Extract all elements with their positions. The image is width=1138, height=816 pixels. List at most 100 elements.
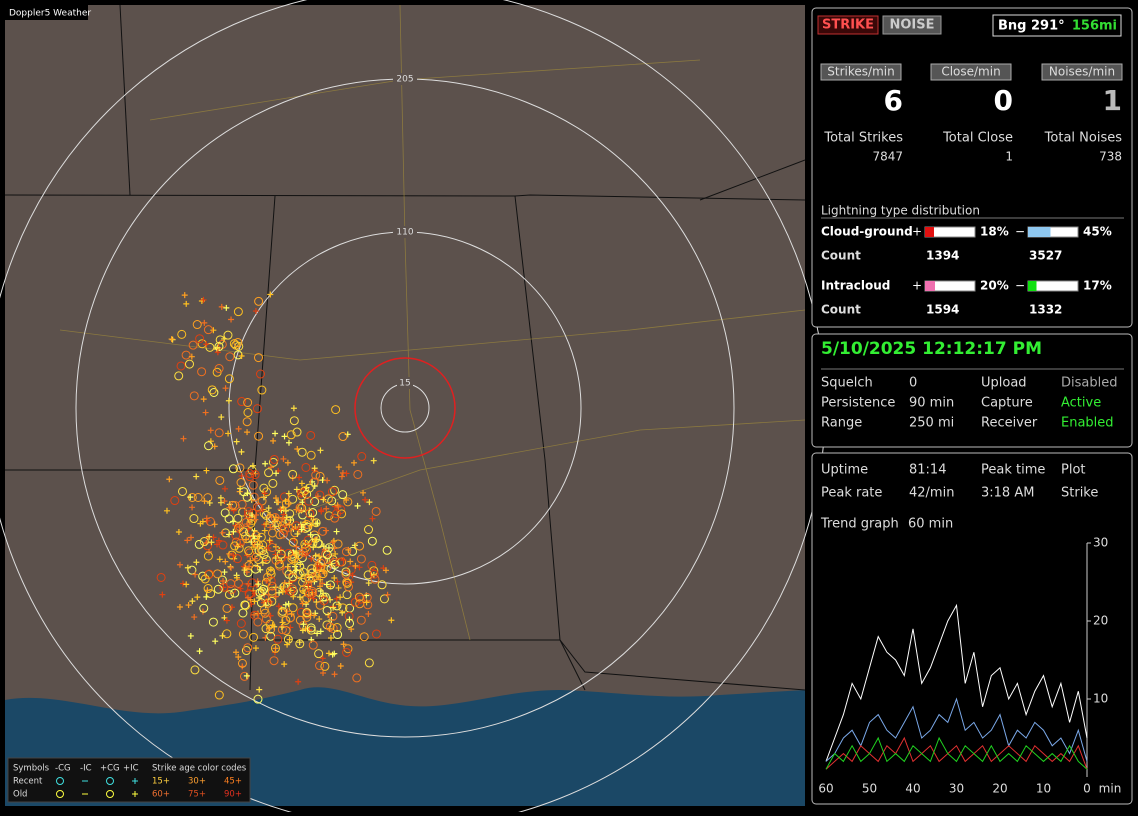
strike-symbol: [295, 503, 305, 513]
rate-button[interactable]: [930, 63, 1012, 81]
strike-symbol: [286, 586, 296, 596]
strike-symbol: [194, 539, 204, 549]
strike-symbol: [272, 645, 279, 652]
strike-symbol: [269, 622, 276, 629]
strike-symbol: [335, 464, 342, 471]
strike-symbol: [228, 604, 235, 611]
strike-symbol: [203, 493, 213, 503]
strike-symbol: [270, 437, 277, 444]
strike-symbol: [253, 353, 263, 363]
strike-symbol: [221, 569, 228, 576]
strike-symbol: [314, 562, 321, 569]
strike-symbol: [337, 662, 344, 669]
strike-symbol: [299, 627, 306, 634]
setting: Squelch: [821, 376, 873, 391]
strike-symbol: [163, 507, 170, 514]
strike-symbol: [355, 594, 365, 604]
strike-symbol: [243, 408, 253, 418]
strike-symbol: [244, 552, 251, 559]
strike-symbol: [184, 564, 191, 571]
strike-button[interactable]: [817, 15, 879, 35]
strike-symbol: [242, 417, 252, 427]
percent-bar: [925, 227, 934, 237]
strike-symbol: [217, 499, 224, 506]
strike-symbol: [267, 291, 274, 298]
legend-age: 75+: [188, 790, 206, 800]
strike-symbol: [206, 499, 213, 506]
strike-symbol: [272, 514, 279, 521]
ring-label: 205: [396, 75, 413, 85]
legend-row-label: Recent: [13, 777, 43, 787]
strike-symbol: [295, 678, 302, 685]
strike-symbol: [239, 583, 249, 593]
strike-symbol: [320, 592, 330, 602]
strike-symbol: [318, 526, 328, 536]
strike-symbol: [329, 651, 336, 658]
strike-symbol: [384, 591, 391, 598]
strike-symbol: [282, 498, 289, 505]
strike-symbol: [296, 594, 303, 601]
strike-symbol: [215, 537, 222, 544]
strike-symbol: [244, 546, 254, 556]
strike-symbol: [333, 630, 343, 640]
percent: 17%: [1083, 279, 1112, 293]
strike-symbol: [243, 672, 250, 679]
strike-symbol: [346, 616, 353, 623]
strike-symbol: [201, 498, 208, 505]
strike-symbol: [189, 391, 199, 401]
strike-symbol: [210, 327, 217, 334]
strike-symbol: [262, 460, 269, 467]
panel-stats: Trend graph 60 min: [811, 452, 1133, 805]
strike-symbol: [258, 546, 268, 556]
strike-symbol: [338, 432, 348, 442]
noise-button[interactable]: [882, 15, 942, 35]
strike-symbol: [328, 611, 338, 621]
strike-symbol: [212, 638, 219, 645]
rate-button[interactable]: [1041, 63, 1123, 81]
strike-symbol: [236, 478, 246, 488]
strike-symbol: [215, 335, 225, 345]
strike-symbol: [248, 480, 258, 490]
strike-symbol: [250, 470, 260, 480]
strike-symbol: [288, 603, 298, 613]
strike-symbol: [282, 601, 289, 608]
strike-symbol: [284, 641, 291, 648]
strike-symbol: [203, 551, 213, 561]
strike-symbol: [320, 592, 327, 599]
x-tick-label: 10: [1036, 782, 1051, 796]
strike-symbol: [315, 573, 322, 580]
strike-symbol: [331, 575, 338, 582]
strike-symbol: [177, 329, 187, 339]
strike-symbol: [260, 608, 270, 618]
strike-symbol: [233, 338, 243, 348]
strike-symbol: [253, 512, 260, 519]
legend-header: +CG: [100, 764, 120, 774]
strike-symbol: [250, 533, 257, 540]
strike-symbol: [288, 584, 298, 594]
count: 1594: [926, 303, 959, 317]
strike-symbol: [331, 405, 341, 415]
strike-symbol: [254, 296, 264, 306]
legend-symbol: [56, 790, 64, 798]
strike-symbol: [228, 316, 235, 323]
strike-symbol: [243, 643, 253, 653]
strike-symbol: [354, 502, 361, 509]
legend-age: 60+: [152, 790, 170, 800]
stat: 42/min: [909, 486, 954, 501]
strike-symbol: [352, 673, 362, 683]
strike-symbol: [302, 612, 312, 622]
strike-symbol: [283, 522, 293, 532]
strike-symbol: [202, 409, 209, 416]
legend-row-label: Old: [13, 790, 27, 800]
legend-symbol: [106, 790, 114, 798]
strike-symbol: [300, 595, 310, 605]
strike-symbol: [343, 497, 350, 503]
strike-symbol: [307, 568, 317, 578]
rate-button[interactable]: [820, 63, 902, 81]
strike-symbol: [251, 598, 258, 605]
strike-symbol: [306, 625, 316, 635]
strike-symbol: [219, 632, 226, 639]
strike-symbol: [267, 524, 274, 531]
strike-symbol: [194, 594, 201, 601]
